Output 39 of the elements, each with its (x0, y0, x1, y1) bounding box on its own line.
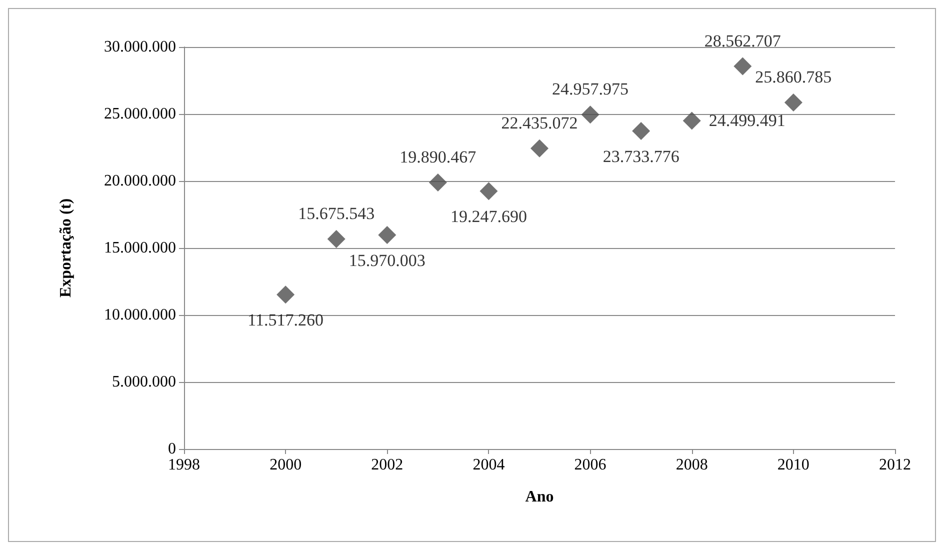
y-axis-title: Exportação (t) (58, 198, 74, 298)
data-label: 25.860.785 (755, 67, 832, 86)
data-label: 19.247.690 (450, 207, 527, 226)
data-label: 23.733.776 (602, 146, 680, 166)
point (530, 139, 548, 158)
point (734, 57, 752, 76)
data-label: 24.957.975 (552, 80, 629, 99)
point (428, 173, 447, 192)
point (784, 93, 802, 112)
point (327, 230, 346, 248)
x-tick-label: 1998 (168, 456, 200, 474)
data-label: 15.970.003 (348, 251, 426, 270)
data-label: 28.562.707 (704, 31, 782, 50)
point (276, 286, 295, 304)
point (378, 226, 396, 244)
data-label: 11.517.260 (248, 310, 324, 330)
y-tick-label: 30.000.000 (104, 38, 176, 56)
data-label: 24.499.491 (708, 111, 786, 130)
y-tick-label: 10.000.000 (104, 306, 176, 324)
point (480, 182, 498, 200)
x-tick-label: 2002 (371, 456, 404, 474)
y-tick-label: 15.000.000 (104, 240, 176, 256)
y-tick-label: 5.000.000 (112, 374, 176, 390)
x-axis-title: Ano (525, 488, 554, 506)
x-tick-label: 2010 (777, 456, 810, 474)
x-tick-label: 2000 (270, 456, 302, 474)
point (632, 122, 650, 140)
x-tick-label: 2012 (879, 456, 911, 474)
y-tick-label: 20.000.000 (104, 172, 176, 190)
y-tick-label: 25.000.000 (104, 106, 176, 122)
data-label: 22.435.072 (501, 113, 578, 132)
data-label: 19.890.467 (400, 147, 477, 166)
y-tick-label: 0 (168, 440, 176, 458)
point (581, 106, 600, 124)
point (682, 112, 701, 130)
x-tick-label: 2008 (676, 456, 708, 474)
x-tick-label: 2004 (472, 456, 505, 474)
x-tick-label: 2006 (574, 456, 606, 474)
data-label: 15.675.543 (298, 204, 375, 223)
